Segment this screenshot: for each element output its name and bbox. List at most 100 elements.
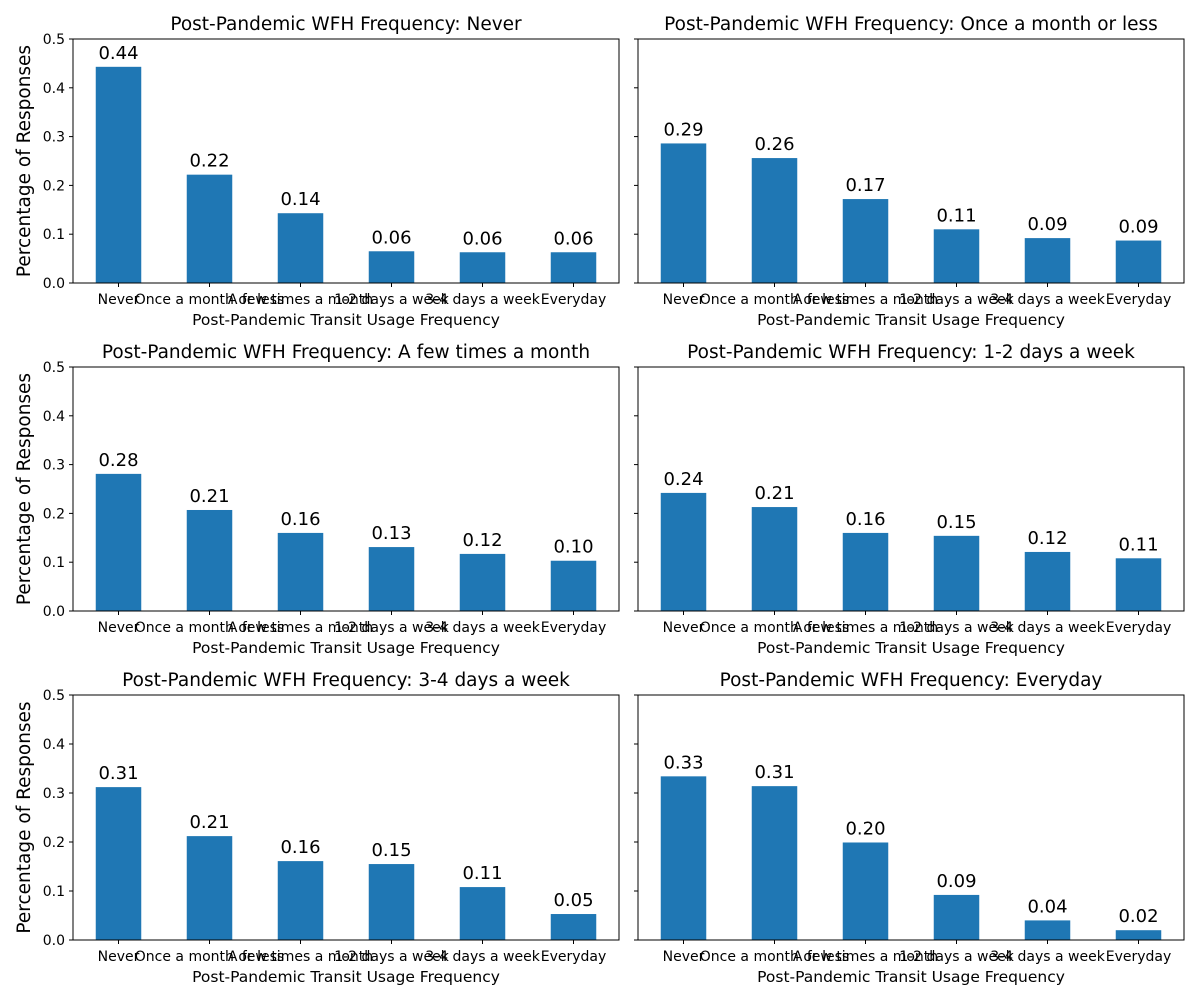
y-tick-label: 0.5 [43,32,65,48]
bar-3-4-days-a-week [1024,551,1071,611]
bar-a-few-times-a-month [842,842,889,940]
x-tick-label: Never [98,620,140,636]
axes-frame [72,38,620,284]
x-tick-label: 1-2 days a week [899,292,1015,308]
data-label: 0.13 [371,523,411,544]
bar-3-4-days-a-week [1024,238,1071,283]
data-label: 0.21 [189,486,229,507]
x-tick-label: Never [663,949,705,965]
x-axis-label: Post-Pandemic Transit Usage Frequency [192,639,500,657]
data-label: 0.11 [936,205,976,226]
data-label: 0.44 [98,43,138,64]
data-label: 0.28 [98,450,138,471]
bar-never [95,787,142,940]
bar-1-2-days-a-week [933,535,980,611]
y-tick-label: 0.1 [43,555,65,571]
x-tick-label: A few times a month [793,620,938,636]
data-label: 0.11 [462,863,502,884]
data-label: 0.05 [553,890,593,911]
bar-everyday [550,560,597,611]
x-tick-label: A few times a month [228,292,373,308]
bar-1-2-days-a-week [368,547,415,611]
data-label: 0.17 [845,175,885,196]
axes-frame [72,366,620,612]
data-label: 0.15 [371,840,411,861]
y-tick-label: 0.1 [43,884,65,900]
data-label: 0.15 [936,512,976,533]
y-axis-label: Percentage of Responses [14,373,35,605]
bar-1-2-days-a-week [368,251,415,283]
x-tick-label: A few times a month [793,292,938,308]
bar-3-4-days-a-week [1024,920,1071,940]
x-tick-label: Everyday [1106,620,1172,636]
bar-1-2-days-a-week [368,864,415,940]
y-tick-label: 0.3 [43,786,65,802]
y-tick-label: 0.3 [43,130,65,146]
subplot-title: Post-Pandemic WFH Frequency: Everyday [720,670,1103,691]
y-tick-label: 0.2 [43,835,65,851]
x-tick-label: Never [98,949,140,965]
subplot-title: Post-Pandemic WFH Frequency: Never [170,14,522,35]
axes-frame [637,38,1185,284]
bar-a-few-times-a-month [842,532,889,611]
data-label: 0.21 [754,483,794,504]
bar-everyday [1115,930,1162,940]
bar-once-a-month-or-less [186,509,233,611]
bar-3-4-days-a-week [459,887,506,940]
bar-never [95,473,142,611]
data-label: 0.09 [936,871,976,892]
bar-3-4-days-a-week [459,252,506,283]
subplot-5: Post-Pandemic WFH Frequency: 3-4 days a … [14,670,620,986]
data-label: 0.02 [1118,906,1158,927]
subplot-2: Post-Pandemic WFH Frequency: Once a mont… [634,14,1185,329]
bar-everyday [1115,240,1162,283]
subplot-3: Post-Pandemic WFH Frequency: A few times… [14,342,620,657]
subplot-title: Post-Pandemic WFH Frequency: Once a mont… [664,14,1158,35]
data-label: 0.04 [1027,896,1067,917]
bar-a-few-times-a-month [277,532,324,611]
data-label: 0.31 [754,762,794,783]
data-label: 0.06 [371,227,411,248]
bar-once-a-month-or-less [751,158,798,283]
x-tick-label: Once a month or less [135,620,284,636]
axes-frame [72,694,620,941]
x-tick-label: Once a month or less [700,620,849,636]
x-tick-label: 3-4 days a week [425,292,541,308]
y-tick-label: 0.4 [43,737,65,753]
y-axis-label: Percentage of Responses [14,701,35,933]
bar-a-few-times-a-month [277,213,324,283]
data-label: 0.16 [280,509,320,530]
y-tick-label: 0.0 [43,604,65,620]
data-label: 0.06 [462,228,502,249]
y-tick-label: 0.4 [43,409,65,425]
x-tick-label: 1-2 days a week [334,620,450,636]
bar-a-few-times-a-month [277,861,324,940]
x-axis-label: Post-Pandemic Transit Usage Frequency [757,639,1065,657]
x-tick-label: A few times a month [228,620,373,636]
bar-never [660,143,707,283]
y-tick-label: 0.1 [43,227,65,243]
x-tick-label: Never [663,292,705,308]
bar-once-a-month-or-less [186,836,233,940]
bar-3-4-days-a-week [459,553,506,611]
data-label: 0.14 [280,189,320,210]
bar-everyday [1115,558,1162,611]
data-label: 0.06 [553,228,593,249]
x-tick-label: 3-4 days a week [425,620,541,636]
subplot-title: Post-Pandemic WFH Frequency: A few times… [102,342,590,363]
bar-once-a-month-or-less [751,507,798,611]
data-label: 0.33 [663,752,703,773]
data-label: 0.12 [462,530,502,551]
bar-1-2-days-a-week [933,229,980,283]
x-tick-label: Everyday [1106,292,1172,308]
x-tick-label: Once a month or less [700,292,849,308]
x-tick-label: A few times a month [228,949,373,965]
x-axis-label: Post-Pandemic Transit Usage Frequency [192,311,500,329]
data-label: 0.10 [553,537,593,558]
bar-everyday [550,252,597,283]
x-tick-label: 3-4 days a week [990,620,1106,636]
x-tick-label: Everyday [541,620,607,636]
x-tick-label: Everyday [1106,949,1172,965]
x-tick-label: Never [98,292,140,308]
